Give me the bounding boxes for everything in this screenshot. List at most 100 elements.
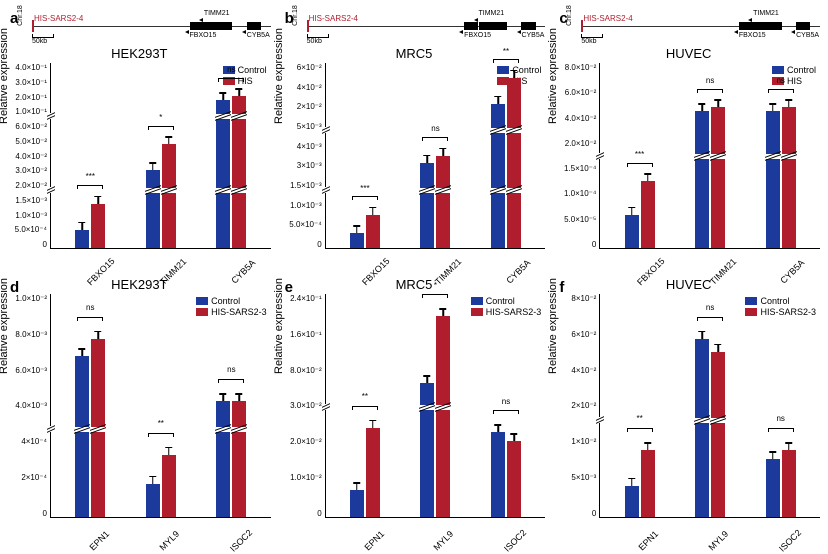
plot-area: ControlHIS***nsns [599,63,820,249]
y-tick: 8.0×10⁻² [290,366,322,375]
bar-his [366,215,380,248]
bar-his [782,107,796,248]
sig-label: ns [706,76,714,85]
bar-control [491,432,505,517]
error-bar [372,420,374,428]
chart-area: Relative expression8.0×10⁻²6.0×10⁻²4.0×1… [557,63,820,269]
y-axis: 1.0×10⁻²8.0×10⁻³6.0×10⁻³4.0×10⁻³4×10⁻⁴2×… [8,294,50,538]
bar-group-EPN1: ** [625,294,655,517]
bar-break [710,154,726,159]
gene-box-FBXO15 [464,22,478,30]
bar-control [766,459,780,517]
bar-break [161,188,177,193]
chr-label: Chr.18 [17,5,24,26]
sig-bracket [352,196,378,200]
y-axis: 8×10⁻²6×10⁻²4×10⁻²2×10⁻²1×10⁻²5×10⁻³0 [557,294,599,538]
y-tick: 4.0×10⁻² [15,152,47,161]
sig-bracket [768,428,794,432]
bar-break [419,405,435,410]
error-bar [772,451,774,459]
bar-group-CYB5A: ns [766,63,796,248]
scale-label: 50kb [581,38,596,45]
gene-label: CYB5A [521,32,544,39]
y-tick: 1×10⁻² [571,437,596,446]
y-tick: 1.0×10⁻³ [290,201,322,210]
gene-arrow [791,30,795,34]
sig-bracket [218,379,244,383]
bar-break [215,188,231,193]
sig-label: *** [86,172,95,181]
bar-control [491,104,505,248]
y-tick: 0 [592,509,596,518]
error-bar [82,348,84,356]
error-bar [513,70,515,78]
gene-label: CYB5A [796,32,819,39]
bar-break [435,405,451,410]
gene-box-TIMM21 [753,22,782,30]
error-bar [443,308,445,316]
scale-label: 50kb [32,38,47,45]
y-tick: 8×10⁻² [571,294,596,303]
y-axis-label: Relative expression [0,278,10,374]
bars-container: **nsns [600,294,820,517]
bar-group-EPN1: ns [75,294,105,517]
bar-his [91,204,105,248]
error-bar [788,442,790,450]
y-tick: 2.0×10⁻² [15,181,47,190]
error-bar [513,433,515,441]
gene-track: Chr.18 HIS-SARS2-4 50kb TIMM21FBXO15CYB5… [581,8,820,44]
error-bar [497,424,499,432]
bar-group-FBXO15: *** [350,63,380,248]
y-tick: 0 [317,509,321,518]
error-bar [168,447,170,455]
bar-group-CYB5A: ns [216,63,246,248]
bar-his [91,339,105,517]
gene-box-CYB5A [521,22,535,30]
bar-control [625,486,639,517]
y-tick: 5.0×10⁻⁴ [15,225,47,234]
x-label: EPN1 [362,529,386,553]
y-axis-label: Relative expression [273,28,285,124]
bar-control [420,383,434,517]
bar-control [350,233,364,248]
y-tick: 6.0×10⁻² [565,88,597,97]
cell-title: HEK293T [8,46,271,61]
sig-bracket [627,428,653,432]
panel-c: c Chr.18 HIS-SARS2-4 50kb TIMM21FBXO15CY… [557,8,820,269]
cell-title: HEK293T [8,277,271,292]
gene-box-TIMM21 [204,22,233,30]
y-tick: 2.0×10⁻² [565,139,597,148]
x-label: ISOC2 [228,528,254,554]
bars-container: ***ns [326,294,546,517]
error-bar [443,148,445,156]
error-bar [788,99,790,107]
bar-control [350,490,364,517]
bars-container: ***nsns [600,63,820,248]
panel-f: fHUVECRelative expression8×10⁻²6×10⁻²4×1… [557,277,820,538]
y-tick: 5.0×10⁻⁵ [564,215,596,224]
bar-group-TIMM21: * [146,63,176,248]
track-line [581,26,820,27]
sig-label: ** [362,392,368,401]
y-tick: 4.0×10⁻² [565,114,597,123]
gene-arrow [517,30,521,34]
region-mark [307,20,309,32]
y-tick: 8.0×10⁻² [565,63,597,72]
bar-his [436,156,450,249]
bar-break [231,427,247,432]
y-tick: 3×10⁻³ [297,161,322,170]
gene-box-TIMM21 [479,22,508,30]
y-tick: 5×10⁻³ [297,122,322,131]
bar-break [694,154,710,159]
bar-his [711,107,725,248]
sig-bracket [493,59,519,63]
y-tick: 0 [317,240,321,249]
y-tick: 3.0×10⁻² [15,166,47,175]
y-axis: 6×10⁻²4×10⁻²2×10⁻²5×10⁻³4×10⁻³3×10⁻³1.5×… [283,63,325,269]
plot-area: ControlHIS-SARS2-3***ns [325,294,546,518]
sig-label: ns [431,124,439,133]
error-bar [82,222,84,230]
gene-arrow [185,30,189,34]
error-bar [427,375,429,383]
track-line [307,26,546,27]
